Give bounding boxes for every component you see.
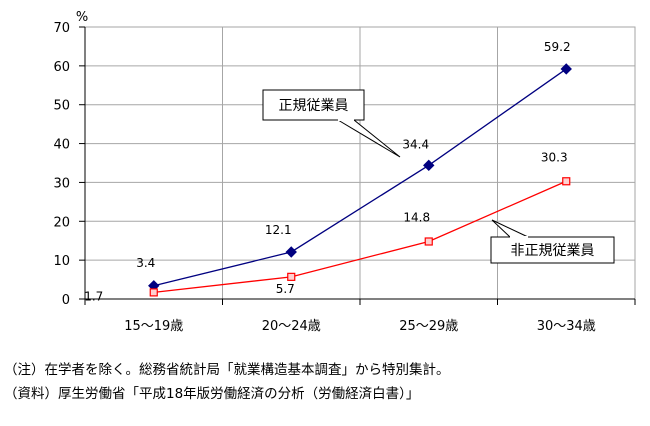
source-line: （資料）厚生労働省「平成18年版労働経済の分析（労働経済白書）」: [4, 386, 420, 402]
y-axis-unit-label: %: [76, 10, 88, 25]
y-tick-label: 50: [53, 99, 70, 114]
chart-notes: （注）在学者を除く。総務省統計局「就業構造基本調査」から特別集計。 （資料）厚生…: [4, 358, 450, 406]
x-tick-label: 30〜34歳: [537, 319, 596, 334]
y-tick-label: 40: [53, 138, 70, 153]
y-tick-label: 70: [53, 21, 70, 36]
x-tick-label: 25〜29歳: [399, 319, 458, 334]
data-point-marker: [149, 288, 158, 297]
line-chart: 0 10 20 30 40 50 60 70 15〜19歳 20〜24歳 25〜29歳 30〜34歳%…: [53, 10, 636, 334]
series-line: [153, 68, 567, 287]
y-tick-label: 60: [53, 60, 70, 75]
y-tick-label: 0: [62, 293, 70, 308]
series-markers: [148, 63, 572, 297]
data-point-marker: [424, 237, 433, 246]
data-point-marker: [423, 159, 435, 172]
x-tick-label: 20〜24歳: [262, 319, 321, 334]
data-label: 59.2: [544, 40, 571, 54]
data-point-marker: [560, 63, 572, 75]
callout-pointer: [336, 119, 401, 158]
callout-label: 正規従業員: [279, 98, 349, 114]
data-point-marker: [287, 272, 296, 281]
data-point-marker: [562, 177, 571, 186]
y-tick-label: 10: [53, 254, 70, 269]
data-label: 14.8: [403, 210, 430, 224]
data-labels: 3.4 12.1 34.4 59.2 1.7 5.7 14.8 30.3: [84, 40, 570, 303]
data-label: 5.7: [276, 282, 295, 296]
series-line: [153, 180, 567, 294]
data-label: 30.3: [541, 150, 568, 164]
x-tick-label: 15〜19歳: [124, 319, 183, 334]
data-point-marker: [285, 246, 297, 258]
callout-box: [262, 89, 365, 121]
data-label: 34.4: [402, 137, 429, 151]
data-label: 1.7: [84, 289, 103, 303]
y-tick-label: 30: [53, 176, 70, 191]
data-label: 12.1: [265, 223, 292, 237]
series-lines: [153, 68, 567, 294]
y-tick-label: 20: [53, 215, 70, 230]
data-label: 3.4: [136, 256, 155, 270]
note-line: （注）在学者を除く。総務省統計局「就業構造基本調査」から特別集計。: [4, 362, 450, 378]
callout-box: [490, 236, 615, 264]
chart-axes: 0 10 20 30 40 50 60 70 15〜19歳 20〜24歳 25〜29歳 30〜34歳%: [53, 10, 636, 334]
callout-label: 非正規従業員: [511, 243, 595, 259]
